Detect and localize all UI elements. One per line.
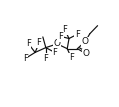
Text: F: F [53,48,57,57]
Text: F: F [43,54,48,63]
Text: F: F [62,25,67,34]
Text: O: O [82,37,89,46]
Text: F: F [58,32,63,41]
Text: F: F [26,39,31,48]
Text: F: F [23,54,28,63]
Text: O: O [83,49,89,58]
Text: F: F [75,30,80,39]
Text: O: O [54,39,61,48]
Text: F: F [69,54,74,62]
Text: F: F [37,38,41,47]
